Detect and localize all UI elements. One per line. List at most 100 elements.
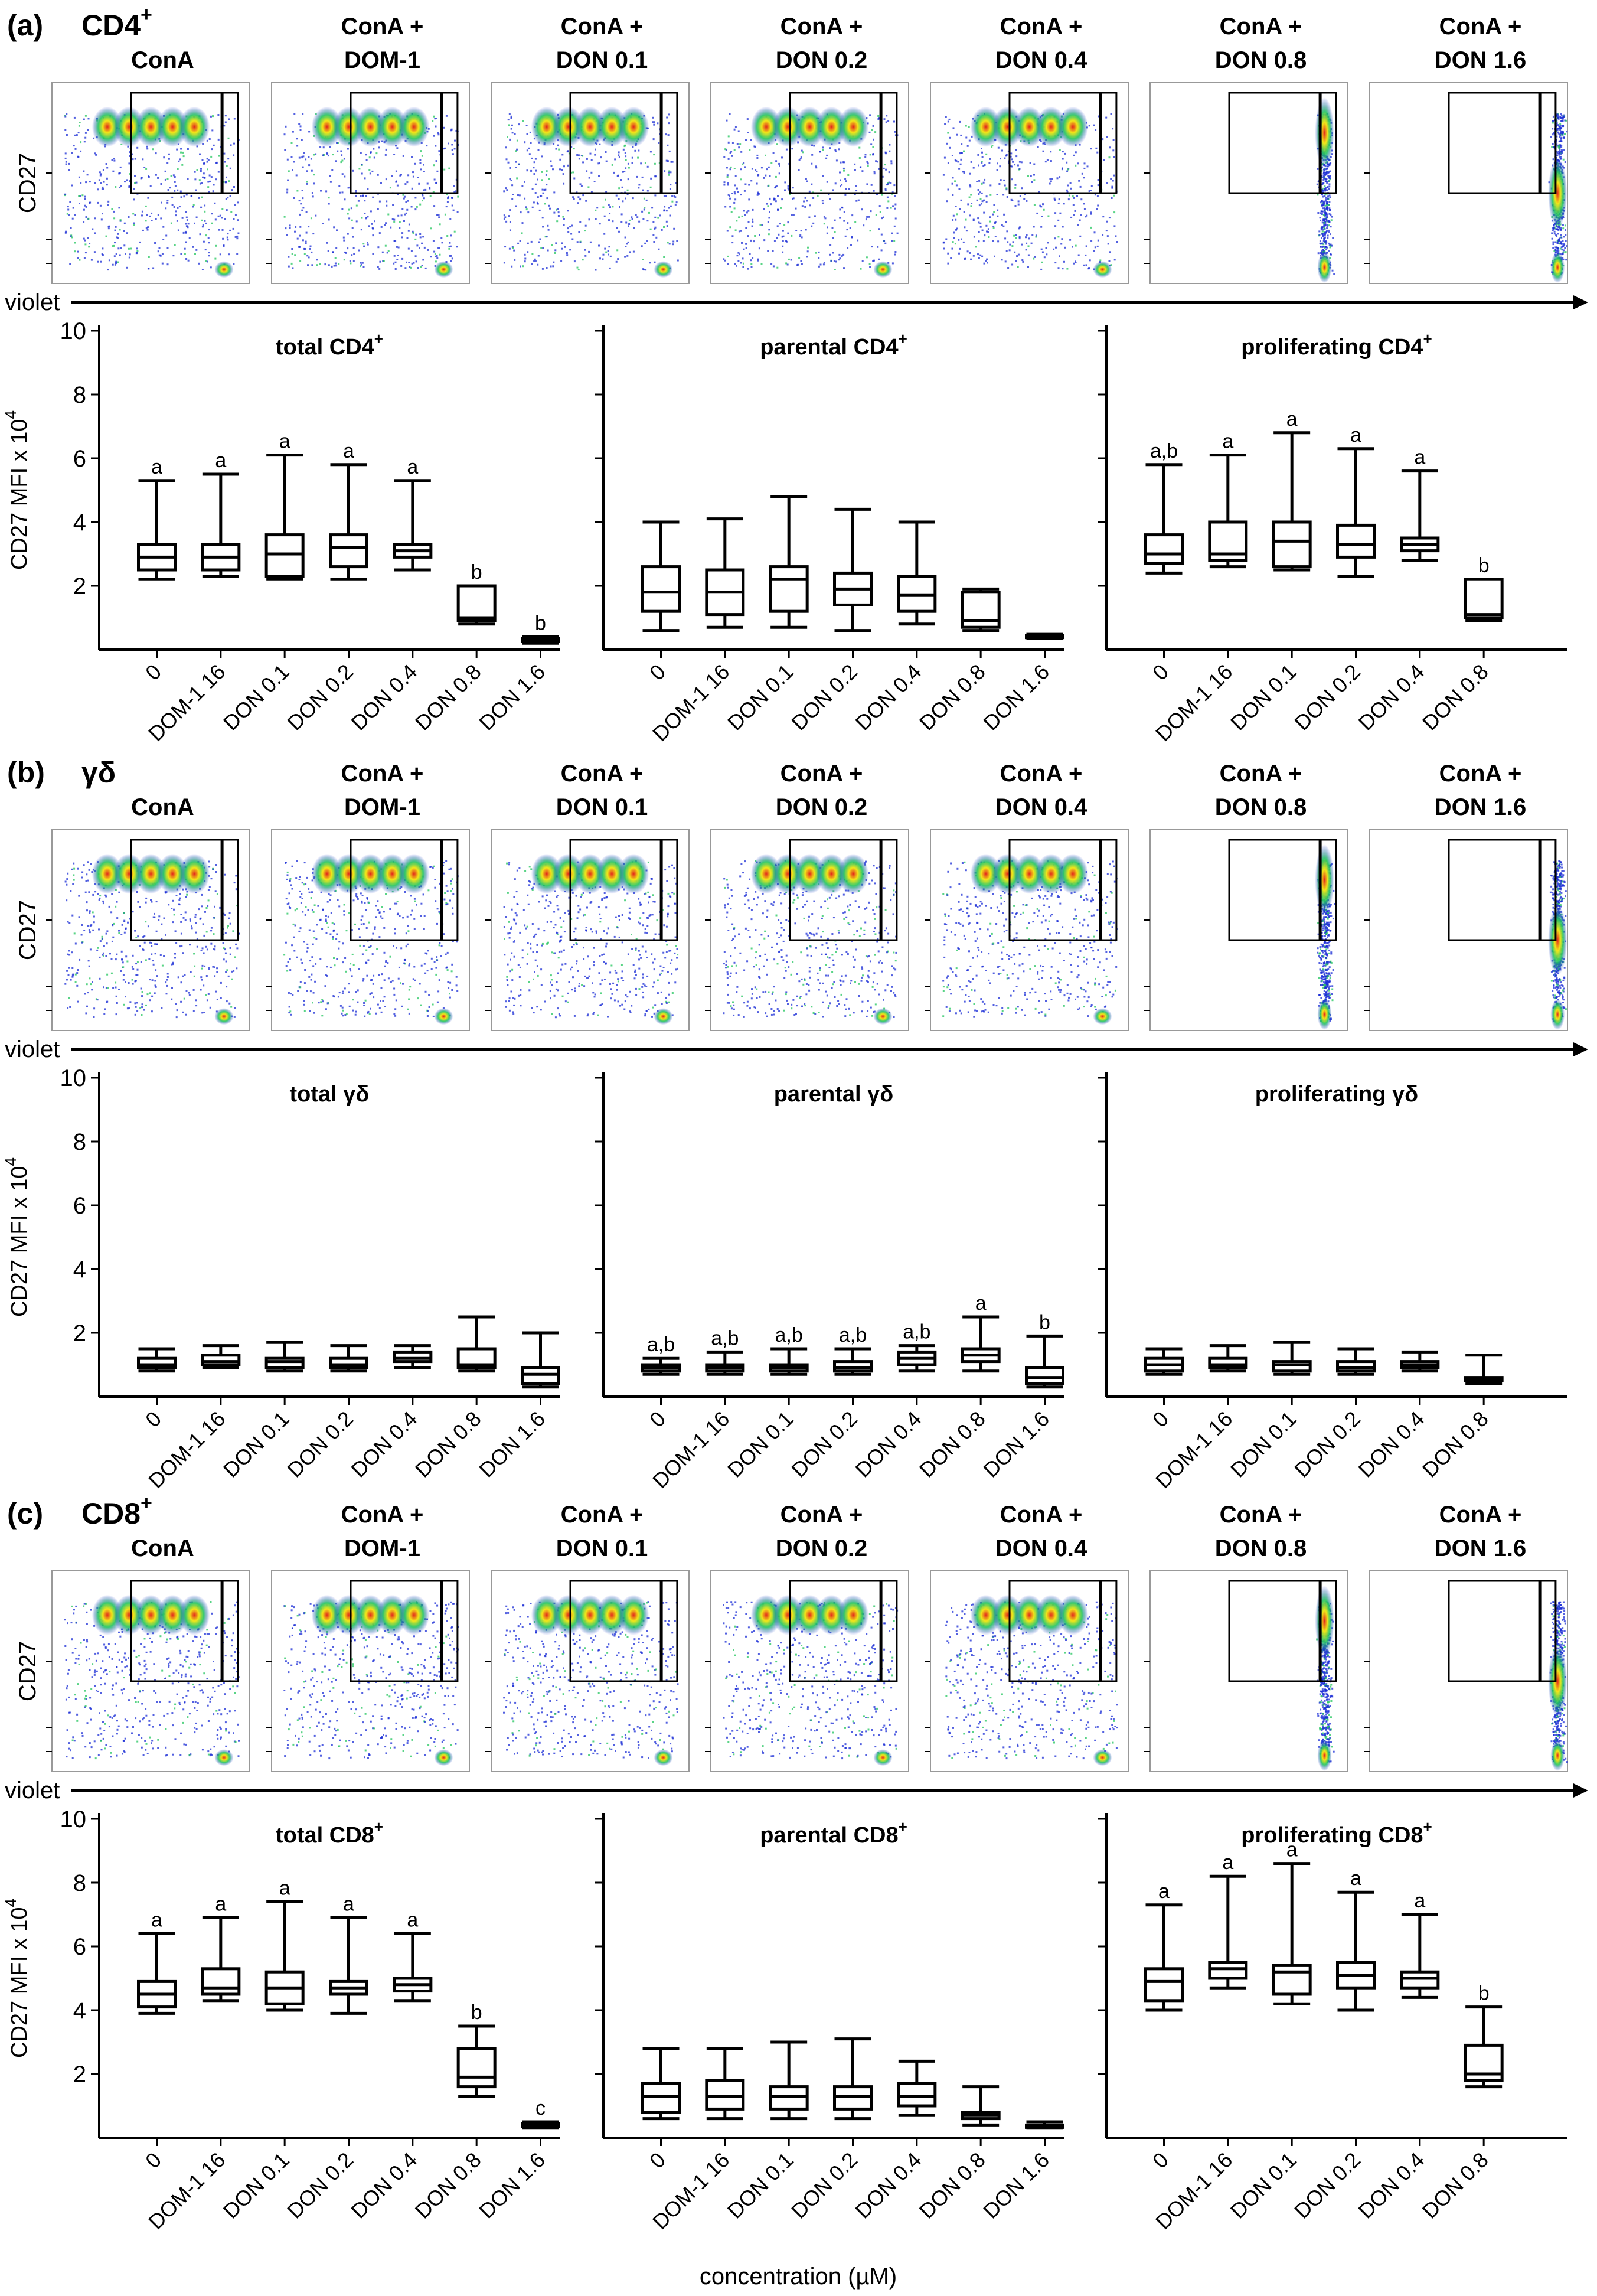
flow-event (665, 159, 668, 162)
flow-event (213, 948, 215, 950)
flow-event (397, 912, 399, 915)
flow-event (666, 225, 668, 227)
flow-event (752, 257, 754, 259)
flow-event (341, 154, 343, 156)
flow-event (1556, 249, 1559, 252)
flow-event (1320, 229, 1322, 231)
flow-event (99, 940, 102, 942)
flow-event (94, 217, 96, 220)
flow-event (740, 151, 743, 153)
flow-event (539, 195, 541, 197)
flow-event (73, 879, 75, 881)
flow-event (970, 161, 972, 163)
flow-event (759, 224, 762, 226)
flow-event (615, 194, 618, 197)
flow-event (345, 1013, 348, 1015)
x-tick-label: DON 0.4 (346, 660, 422, 735)
flow-event (452, 153, 454, 155)
flow-event (1069, 239, 1072, 241)
flow-event (312, 930, 315, 932)
flow-event (301, 893, 303, 895)
flow-event (113, 159, 116, 162)
flow-event (634, 149, 636, 152)
flow-event (582, 155, 584, 157)
flow-event (68, 169, 70, 171)
flow-event (291, 888, 293, 890)
flow-event (782, 230, 784, 232)
flow-event (198, 197, 200, 199)
flow-event (1553, 226, 1555, 229)
flow-event (644, 162, 646, 164)
flow-event (419, 159, 422, 161)
flow-event (1559, 135, 1562, 137)
flow-event (524, 260, 526, 263)
flow-event (309, 1010, 311, 1012)
flow-event (1321, 188, 1323, 191)
flow-event (1322, 195, 1324, 198)
flow-event (731, 142, 734, 144)
flow-event (345, 252, 347, 254)
flow-event (421, 242, 423, 244)
flow-event (1321, 227, 1324, 229)
flow-event (335, 938, 338, 940)
flow-event (1073, 154, 1075, 156)
flow-event (207, 889, 210, 891)
flow-event (329, 966, 332, 968)
x-tick-label: DON 0.8 (410, 660, 486, 735)
flow-event (378, 974, 380, 976)
flow-event (234, 236, 237, 238)
flow-event (632, 197, 634, 200)
flow-event (602, 206, 605, 208)
flow-event (866, 216, 868, 218)
x-tick-label: DON 0.4 (850, 660, 926, 735)
flow-event (296, 145, 299, 147)
flow-event (1021, 243, 1023, 246)
flow-event (554, 249, 557, 252)
flow-event (1559, 227, 1561, 230)
flow-event (449, 996, 451, 999)
flow-event (135, 1006, 137, 1008)
flow-event (588, 218, 590, 221)
flow-event (394, 1008, 397, 1010)
flow-event (556, 208, 557, 211)
flow-event (731, 242, 734, 244)
flow-event (657, 122, 659, 125)
flow-event (294, 909, 296, 912)
flow-event (838, 253, 841, 256)
flow-event (71, 951, 73, 954)
flow-event (1090, 213, 1092, 215)
flow-event (450, 234, 452, 237)
flow-event (822, 202, 824, 204)
flow-event (857, 239, 859, 242)
flow-event (829, 147, 831, 149)
flow-event (1031, 234, 1034, 236)
flow-event (384, 154, 387, 156)
flow-event (822, 175, 824, 177)
flow-event (451, 989, 453, 991)
flow-event (773, 198, 776, 200)
flow-event (844, 235, 847, 237)
flow-event (124, 181, 126, 183)
flow-peak (179, 106, 210, 147)
flow-event (1010, 152, 1013, 155)
flow-event (834, 269, 836, 270)
flow-event (408, 964, 410, 967)
flow-event (729, 226, 731, 229)
flow-event (316, 924, 318, 926)
flow-event (150, 942, 152, 944)
flow-event (872, 260, 874, 262)
flow-event (200, 917, 202, 919)
flow-event (136, 146, 139, 149)
flow-event (768, 217, 770, 219)
flow-event (174, 190, 176, 192)
flow-event (1067, 168, 1069, 171)
flow-event (128, 256, 130, 259)
flow-event (958, 168, 961, 170)
flow-event (572, 171, 574, 174)
flow-event (811, 183, 813, 185)
flow-event (233, 186, 235, 188)
flow-event (834, 182, 837, 185)
flow-event (419, 233, 422, 235)
flow-event (64, 880, 67, 883)
flow-event (1561, 119, 1563, 122)
